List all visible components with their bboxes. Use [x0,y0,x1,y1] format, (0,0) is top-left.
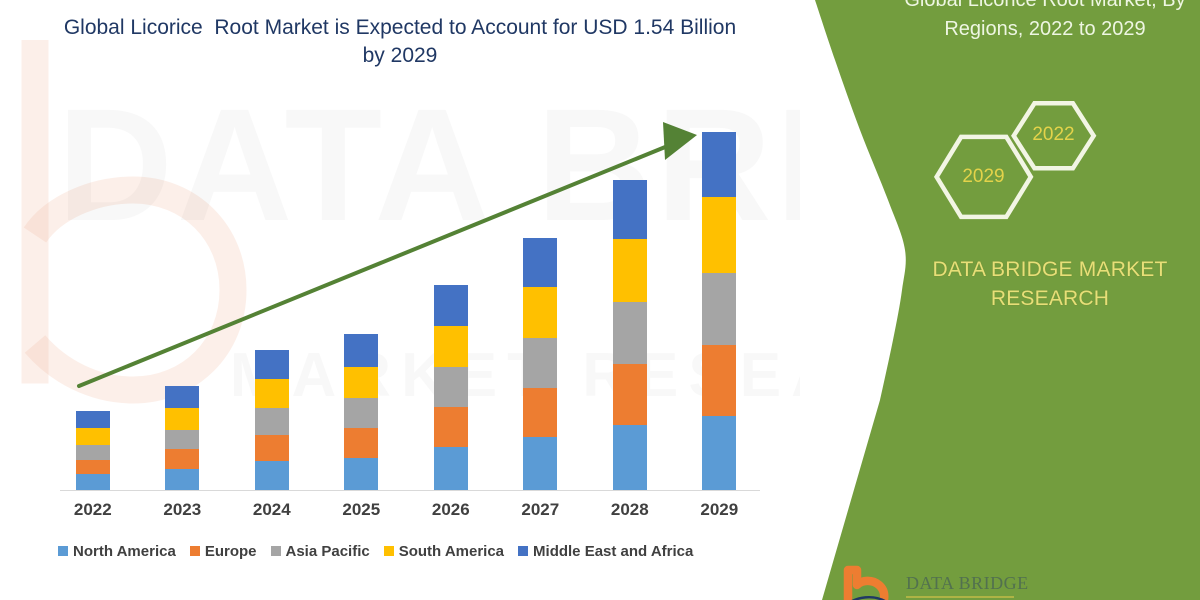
svg-text:DATA BRIDGE: DATA BRIDGE [906,573,1029,593]
